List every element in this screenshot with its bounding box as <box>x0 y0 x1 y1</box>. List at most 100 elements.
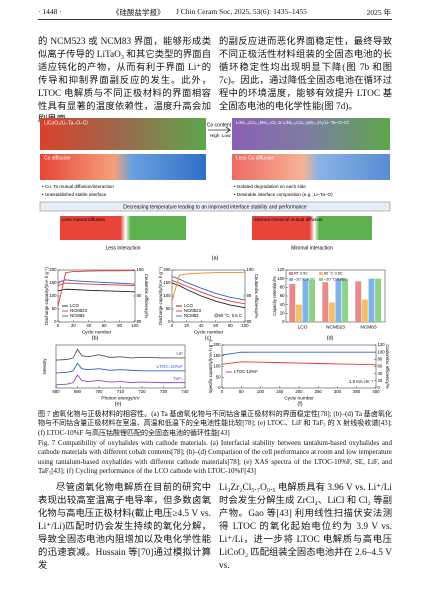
y2-tick-label: 0 <box>378 385 381 390</box>
caption-cn: 图 7 卤氧化物与正极材料的相容性。(a) Ta 基卤氧化物与不同钴含量正极材料… <box>38 410 392 437</box>
annotation: 1.0 mA cm⁻² <box>349 379 374 384</box>
x-tick-label: 730 <box>160 389 168 394</box>
panel-label: (c) <box>205 335 212 341</box>
data-line <box>171 276 246 301</box>
interface-image <box>232 118 390 150</box>
x-tick-label: 740 <box>181 389 189 394</box>
label: Minimal interaction <box>291 245 333 251</box>
bullet: • Unestablished stable interface <box>42 192 107 197</box>
data-line <box>55 374 185 386</box>
data-line <box>57 279 136 285</box>
x-tick-label: 60 <box>102 323 107 328</box>
x-tick-label: 20 <box>71 323 76 328</box>
data-line <box>57 282 136 287</box>
y-tick-label: 150 <box>213 353 221 358</box>
bullet: • Co, Ta mutual diffusion/interaction <box>42 184 114 189</box>
y2-tick-label: 80 <box>378 356 383 361</box>
y2-tick-label: 80 <box>247 319 252 324</box>
x-tick-label: 720 <box>138 389 146 394</box>
bar <box>335 278 342 322</box>
x-tick-label: 100 <box>241 323 249 328</box>
x-tick-label: LCO <box>298 324 308 330</box>
label: Minimal chemical mutual diffusion <box>254 217 323 222</box>
journal-cn: 《硅酸盐学报》 <box>112 8 165 17</box>
x-tick-label: 710 <box>117 389 125 394</box>
y2-tick-label: 90 <box>137 293 142 298</box>
y2-tick-label: 40 <box>378 371 383 376</box>
x-tick-label: 200 <box>295 389 303 394</box>
legend-label: −20 °C 0.05C <box>324 278 347 282</box>
y2-tick-label: 100 <box>247 267 255 272</box>
label: High <box>210 133 220 138</box>
diffusion-panel <box>40 154 206 180</box>
y-tick-label: 80 <box>280 284 285 289</box>
y-tick-label: 100 <box>277 276 285 281</box>
x-tick-label: 40 <box>199 323 204 328</box>
y-tick-label: 20 <box>280 310 285 315</box>
curve-label: LTOC-10%F <box>157 364 184 370</box>
panel-label: (b) <box>92 335 99 341</box>
y-tick-label: 200 <box>163 267 171 272</box>
y-tick-label: 0 <box>168 319 171 324</box>
panel-label: (f) <box>297 401 302 407</box>
y-axis-label: Intensity <box>42 358 47 375</box>
y2-axis-label: Coulombic efficiency/% <box>254 274 259 319</box>
y-tick-label: 200 <box>49 267 57 272</box>
data-line <box>221 361 377 366</box>
x-tick-label: 0 <box>57 323 60 328</box>
data-line <box>55 348 185 361</box>
y-tick-label: 50 <box>52 306 57 311</box>
y-tick-label: 100 <box>213 364 221 369</box>
x-tick-label: 80 <box>117 323 122 328</box>
x-tick-label: NCM83 <box>360 324 377 330</box>
y-tick-label: 120 <box>277 267 285 272</box>
x-tick-label: 300 <box>334 389 342 394</box>
label: Less interaction <box>105 245 140 251</box>
bar <box>302 279 309 322</box>
legend-label: NCM523 <box>184 308 202 313</box>
data-line <box>171 279 246 305</box>
y-tick-label: 0 <box>282 319 285 324</box>
y-tick-label: 40 <box>280 302 285 307</box>
x-tick-label: 400 <box>372 389 380 394</box>
legend-swatch <box>319 272 323 275</box>
y-axis-label: Discharge capacity/(mA·h g⁻¹) <box>44 266 49 324</box>
x-axis-label: Cycle number <box>82 329 112 335</box>
y-tick-label: 0 <box>218 385 221 390</box>
y-tick-label: 60 <box>280 293 285 298</box>
annotation: @60 °C, 0.5 C <box>214 313 242 318</box>
curve-label: LiF <box>176 351 183 357</box>
x-tick-label: 250 <box>315 389 323 394</box>
banner <box>39 201 391 212</box>
bar <box>309 279 316 322</box>
bar <box>328 302 335 322</box>
x-tick-label: NCM523 <box>326 324 345 330</box>
x-tick-label: 350 <box>353 389 361 394</box>
body-text: 的副反应进而恶化界面稳定性，最终导致不同正极活性材料组装的全固态电池的长循环稳定… <box>219 37 392 112</box>
x-axis-label: Cycle number <box>284 395 314 401</box>
y-tick-label: 100 <box>163 293 171 298</box>
legend-swatch <box>289 278 293 281</box>
legend-label: −20 °C 0.1C <box>294 278 315 282</box>
diffusion-panel <box>232 154 390 180</box>
x-tick-label: 690 <box>74 389 82 394</box>
y-tick-label: 150 <box>163 280 171 285</box>
label: Co content <box>207 122 232 128</box>
y-tick-label: 50 <box>166 306 171 311</box>
y2-tick-label: 100 <box>378 349 386 354</box>
bar <box>295 304 302 322</box>
legend-label: LCO <box>70 303 79 308</box>
x-tick-label: 150 <box>276 389 284 394</box>
x-tick-label: 680 <box>52 389 60 394</box>
y2-tick-label: 100 <box>137 267 145 272</box>
legend-swatch <box>319 278 323 281</box>
label: Less Co diffusion <box>236 155 274 161</box>
label: Co diffusion <box>44 155 71 161</box>
x-tick-label: 40 <box>86 323 91 328</box>
data-line <box>57 270 136 307</box>
y2-axis-label: Coulombic efficiency/% <box>144 274 149 319</box>
x-tick-label: 80 <box>228 323 233 328</box>
bar <box>368 278 375 322</box>
